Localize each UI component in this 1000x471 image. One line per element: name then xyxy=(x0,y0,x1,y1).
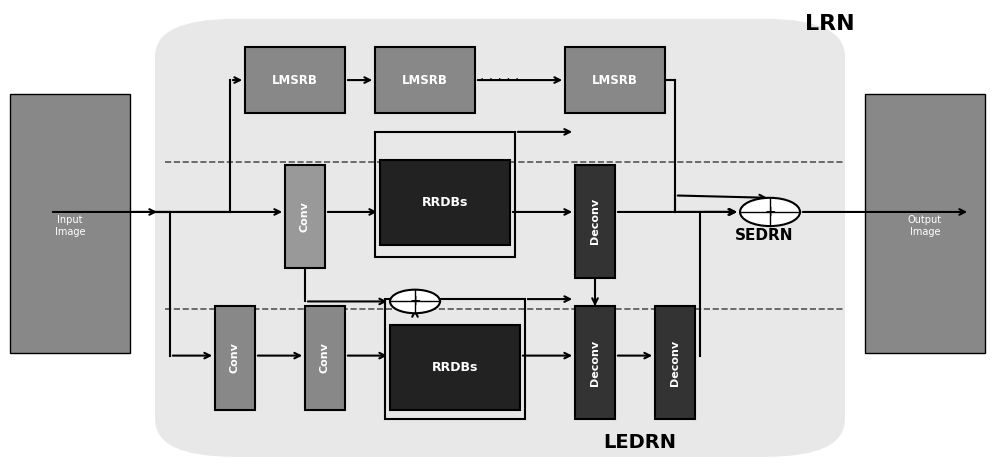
Text: RRDBs: RRDBs xyxy=(432,361,478,374)
FancyBboxPatch shape xyxy=(390,325,520,410)
Text: LMSRB: LMSRB xyxy=(272,73,318,87)
FancyBboxPatch shape xyxy=(655,306,695,419)
FancyBboxPatch shape xyxy=(575,306,615,419)
FancyBboxPatch shape xyxy=(215,306,255,410)
Text: Conv: Conv xyxy=(320,342,330,374)
Text: LEDRN: LEDRN xyxy=(604,433,676,452)
Text: Deconv: Deconv xyxy=(590,198,600,244)
Text: Input
Image: Input Image xyxy=(55,215,85,237)
Text: Conv: Conv xyxy=(300,201,310,232)
Text: Deconv: Deconv xyxy=(670,340,680,386)
FancyBboxPatch shape xyxy=(380,160,510,245)
Circle shape xyxy=(740,198,800,226)
Text: LRN: LRN xyxy=(805,14,855,33)
Text: Output
Image: Output Image xyxy=(908,215,942,237)
Text: LMSRB: LMSRB xyxy=(592,73,638,87)
Text: +: + xyxy=(409,294,421,309)
FancyBboxPatch shape xyxy=(245,47,345,113)
Text: +: + xyxy=(764,205,776,219)
FancyBboxPatch shape xyxy=(285,165,325,268)
FancyBboxPatch shape xyxy=(575,165,615,278)
Text: LMSRB: LMSRB xyxy=(402,73,448,87)
Text: RRDBs: RRDBs xyxy=(422,196,468,209)
Text: Conv: Conv xyxy=(230,342,240,374)
Text: · · · · ·: · · · · · xyxy=(480,73,520,87)
Text: Deconv: Deconv xyxy=(590,340,600,386)
Text: SEDRN: SEDRN xyxy=(735,228,794,243)
FancyBboxPatch shape xyxy=(565,47,665,113)
FancyBboxPatch shape xyxy=(305,306,345,410)
FancyBboxPatch shape xyxy=(10,94,130,353)
Circle shape xyxy=(390,290,440,313)
FancyBboxPatch shape xyxy=(375,47,475,113)
FancyBboxPatch shape xyxy=(865,94,985,353)
FancyBboxPatch shape xyxy=(155,19,845,457)
